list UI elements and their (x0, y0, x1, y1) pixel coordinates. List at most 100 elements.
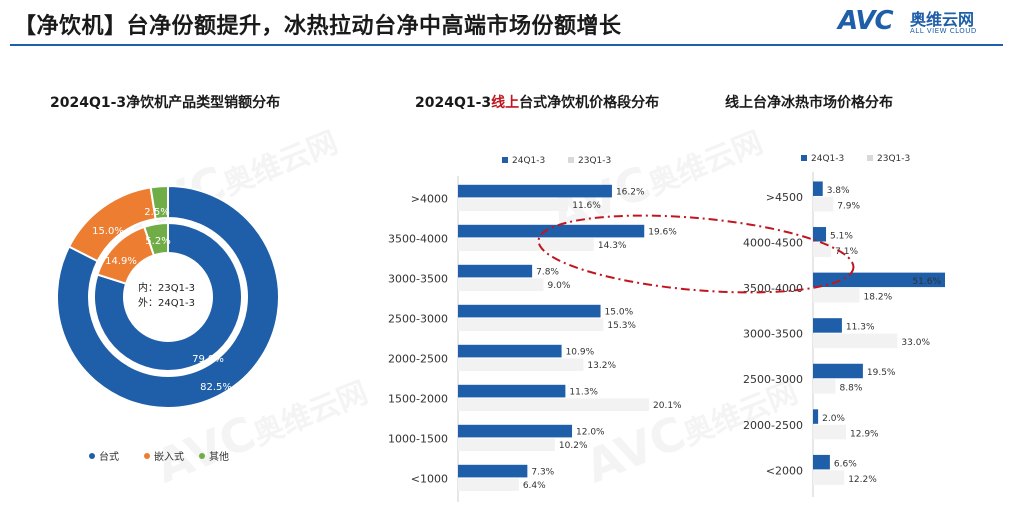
bar-prior (458, 478, 519, 491)
category-label: 3000-3500 (743, 328, 803, 341)
bar-current (458, 304, 601, 318)
logo-name-cn: 奥维云网 (910, 10, 975, 29)
legend-label: 23Q1-3 (877, 154, 910, 164)
category-label: 4000-4500 (743, 237, 803, 250)
data-label: 2.0% (822, 414, 845, 424)
data-label: 11.3% (846, 323, 875, 333)
logo-name-en: ALL VIEW CLOUD (910, 27, 977, 35)
data-label: 11.6% (572, 201, 601, 211)
category-label: 2000-2500 (743, 419, 803, 432)
data-label: 3.8% (827, 186, 850, 196)
category-label: 2000-2500 (388, 352, 448, 365)
bar-current (458, 424, 573, 438)
category-label: <2000 (766, 464, 803, 477)
donut-label-outer-1: 15.0% (92, 226, 124, 237)
donut-label-outer-0: 82.5% (200, 382, 232, 393)
bar-current (458, 184, 612, 198)
bar-prior (813, 196, 834, 212)
data-label: 6.6% (834, 459, 857, 469)
bar-current (813, 363, 863, 379)
category-label: <1000 (411, 472, 448, 485)
bar-current (458, 464, 528, 478)
highlight-ellipse (537, 214, 855, 294)
data-label: 15.0% (605, 307, 634, 317)
price-chart-title-period: 2024Q1-3 (415, 95, 492, 111)
donut-label-inner-0: 79.9% (192, 354, 224, 365)
legend-label: 24Q1-3 (512, 156, 545, 166)
data-label: 10.2% (559, 441, 588, 451)
donut-center-text: 内：23Q1-3 (138, 281, 195, 294)
bar-prior (458, 238, 594, 251)
data-label: 16.2% (616, 187, 645, 197)
legend-label: 其他 (209, 450, 229, 463)
donut-slice-inner-0 (93, 221, 243, 372)
donut-slice-outer-0 (56, 184, 280, 409)
category-label: 3500-4000 (388, 232, 448, 245)
bar-prior (458, 318, 604, 331)
bar-prior (813, 242, 832, 258)
bar-current (458, 344, 562, 358)
donut-center-text: 外：24Q1-3 (138, 297, 195, 309)
bar-current (458, 224, 645, 238)
bar-current (458, 384, 566, 398)
bar-current (813, 227, 827, 242)
bar-prior (458, 398, 649, 411)
data-label: 15.3% (607, 321, 636, 331)
legend-marker (144, 453, 150, 459)
data-label: 5.1% (830, 232, 853, 242)
data-label: 7.3% (531, 467, 554, 477)
legend-swatch (801, 155, 807, 161)
legend-swatch (502, 157, 508, 163)
data-label: 9.0% (548, 281, 571, 291)
bar-current (813, 272, 945, 288)
data-label: 20.1% (653, 401, 682, 411)
data-label: 19.6% (648, 227, 677, 237)
price-chart-title-highlight: 线上 (491, 95, 520, 111)
bar-prior (458, 438, 555, 451)
category-label: 2500-3000 (743, 373, 803, 386)
bar-current (813, 318, 842, 333)
category-label: 3000-3500 (388, 272, 448, 285)
price-chart-title: 2024Q1-3线上台式净饮机价格段分布 (415, 92, 659, 112)
legend-swatch (568, 157, 574, 163)
data-label: 12.2% (848, 475, 877, 485)
bar-current (813, 409, 819, 424)
logo-mark: AVC (838, 6, 894, 36)
data-label: 8.8% (840, 384, 863, 394)
donut-label-outer-2: 2.5% (144, 207, 169, 218)
data-label: 11.3% (569, 387, 598, 397)
bar-current (458, 264, 533, 278)
legend-marker (89, 453, 95, 459)
bar-current (813, 181, 823, 196)
category-label: 1000-1500 (388, 432, 448, 445)
legend-swatch (867, 155, 873, 161)
category-label: 1500-2000 (388, 392, 448, 405)
data-label: 12.0% (576, 427, 605, 437)
data-label: 6.4% (523, 481, 546, 491)
bar-prior (813, 470, 845, 485)
bar-current (813, 454, 830, 470)
legend-label: 23Q1-3 (578, 156, 611, 166)
donut-chart-title: 2024Q1-3净饮机产品类型销额分布 (50, 95, 281, 111)
bar-prior (813, 333, 898, 349)
brand-logo: AVC 奥维云网 ALL VIEW CLOUD (838, 6, 1008, 40)
donut-label-inner-2: 5.2% (145, 236, 170, 247)
data-label: 33.0% (901, 338, 930, 348)
legend-marker (199, 453, 205, 459)
legend-label: 嵌入式 (154, 450, 184, 463)
data-label: 7.8% (536, 267, 559, 277)
bar-prior (813, 379, 836, 394)
page-title: 【净饮机】台净份额提升，冰热拉动台净中高端市场份额增长 (14, 14, 622, 39)
data-label: 13.2% (587, 361, 616, 371)
data-label: 12.9% (850, 429, 879, 439)
bar-prior (813, 288, 860, 303)
data-label: 7.9% (837, 201, 860, 211)
legend-label: 24Q1-3 (811, 154, 844, 164)
category-label: >4500 (766, 191, 803, 204)
category-label: >4000 (411, 192, 448, 205)
legend-label: 台式 (99, 450, 119, 463)
data-label: 51.6% (912, 277, 941, 287)
donut-slice-outer-2 (149, 184, 169, 221)
donut-label-inner-1: 14.9% (105, 256, 137, 267)
